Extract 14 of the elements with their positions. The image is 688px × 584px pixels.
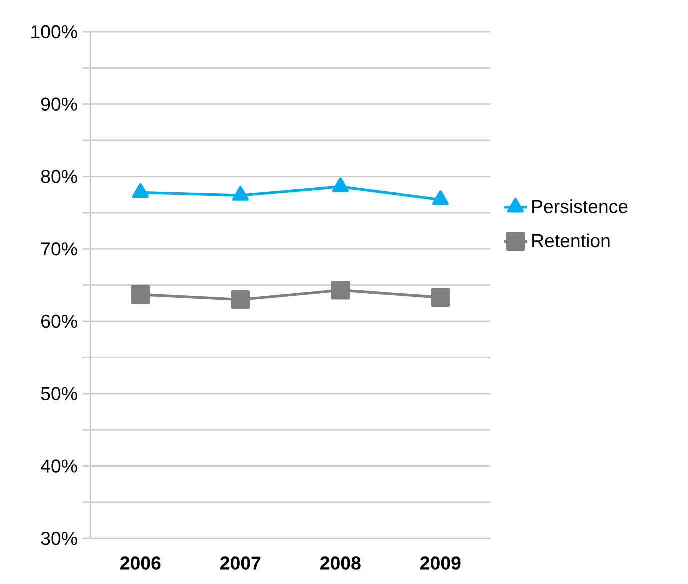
y-tick-label: 70% (42, 242, 78, 256)
y-tick-label: 50% (41, 387, 78, 401)
legend-label: Persistence (532, 200, 628, 214)
y-tick-label: 30% (41, 532, 78, 546)
y-tick-label: 90% (41, 98, 78, 111)
x-tick-label: 2008 (320, 556, 361, 570)
y-tick-label: 60% (42, 314, 78, 328)
x-tick-label: 2009 (420, 556, 461, 570)
y-tick-label: 80% (41, 170, 78, 184)
x-tick-label: 2006 (120, 556, 161, 570)
y-tick-label: 100% (32, 25, 78, 39)
y-tick-label: 40% (41, 460, 78, 473)
legend-label: Retention (532, 234, 610, 248)
x-tick-label: 2007 (220, 556, 261, 570)
